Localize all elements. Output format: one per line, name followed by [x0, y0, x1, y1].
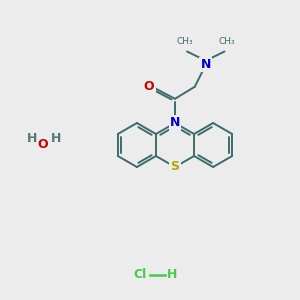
Text: H: H	[167, 268, 177, 281]
Text: H: H	[27, 131, 37, 145]
Text: Cl: Cl	[134, 268, 147, 281]
Text: N: N	[201, 58, 211, 71]
Text: CH₃: CH₃	[177, 37, 194, 46]
Text: O: O	[144, 80, 154, 93]
Text: O: O	[38, 139, 48, 152]
Text: N: N	[170, 116, 180, 130]
Text: H: H	[51, 131, 61, 145]
Text: S: S	[170, 160, 179, 173]
Text: CH₃: CH₃	[218, 37, 235, 46]
